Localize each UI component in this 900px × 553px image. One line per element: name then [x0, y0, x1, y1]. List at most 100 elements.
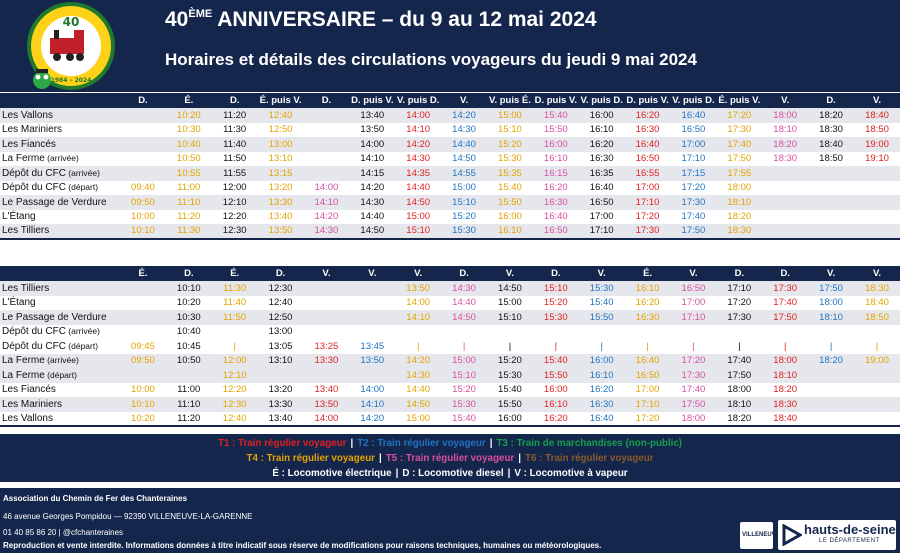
time-cell	[349, 310, 396, 325]
column-header: D.	[165, 266, 212, 281]
time-cell	[303, 310, 350, 325]
time-cell: 17:00	[670, 137, 717, 152]
time-cell	[762, 210, 808, 225]
timetable-row: Le Passage de Verdure 09:50 11:10 12:10 13:3…	[0, 195, 900, 210]
legend-item: T5 : Train régulier voyageur	[385, 453, 515, 464]
time-cell: 14:00	[395, 108, 442, 123]
station-name: La Ferme (arrivée)	[0, 152, 120, 167]
timetable-row: Le Passage de Verdure 10:30 11:50 12:50 14:1…	[0, 310, 900, 325]
time-cell: 16:10	[589, 124, 614, 136]
timetable-row: L'Étang 10:20 11:40 12:40 14:00 14:40 15:00 15:…	[0, 296, 900, 311]
time-cell: |	[738, 340, 741, 352]
time-cell	[762, 325, 808, 340]
legend-item: T3 : Train de marchandises (non-public)	[496, 438, 683, 449]
time-cell: 14:20	[349, 411, 396, 427]
time-cell: 14:50	[349, 224, 396, 240]
time-cell: |	[508, 340, 512, 352]
title-suffix: ÈME	[188, 8, 213, 20]
column-header: V. puis D.	[395, 93, 442, 108]
time-cell: 17:20	[635, 211, 660, 223]
column-header: V. puis D.	[578, 93, 625, 108]
time-cell: 17:50	[670, 397, 717, 412]
column-header: D.	[257, 266, 304, 281]
time-cell: 10:40	[176, 326, 201, 338]
station-column-header	[0, 266, 120, 281]
time-cell: 17:10	[624, 195, 671, 210]
time-cell	[625, 325, 671, 340]
hauts-de-seine-mark-icon	[782, 524, 802, 546]
footer-notice: Reproduction et vente interdite. Informa…	[3, 541, 602, 550]
time-cell: 14:50	[441, 310, 487, 325]
column-header: V.	[303, 266, 350, 281]
time-cell: 16:00	[578, 353, 625, 368]
hauts-de-seine-logo: hauts-de-seine LE DÉPARTEMENT	[778, 520, 896, 550]
time-cell: 16:55	[624, 166, 671, 181]
time-cell: 16:00	[487, 411, 533, 427]
column-header: É.	[624, 266, 671, 281]
time-cell	[854, 368, 900, 383]
station-note: (arrivée)	[44, 153, 79, 164]
time-cell: 13:30	[303, 353, 350, 368]
footer-address: 46 avenue Georges Pompidou — 92390 VILLE…	[3, 512, 253, 521]
time-cell: 14:10	[349, 397, 396, 412]
time-cell	[671, 325, 717, 340]
time-cell: 15:30	[532, 310, 579, 325]
station-column-header	[0, 93, 120, 108]
time-cell	[304, 123, 350, 138]
time-cell	[854, 325, 900, 340]
time-cell: 16:35	[578, 166, 625, 181]
time-cell: 14:10	[395, 310, 442, 325]
time-cell	[716, 325, 762, 340]
legend-item: V : Locomotive à vapeur	[514, 468, 628, 479]
time-cell: 14:00	[349, 137, 396, 152]
time-cell: 10:20	[120, 411, 166, 427]
time-cell	[808, 325, 854, 340]
time-cell	[854, 224, 900, 240]
station-label: Le Passage de Verdure	[2, 311, 107, 323]
time-cell: 16:10	[487, 224, 533, 240]
legend-item: T4 : Train régulier voyageur	[246, 453, 376, 464]
timetable-return: É. D. É. D. V. V. V. D. V. D. V. É. V. D. D. V. V. Les T…	[0, 266, 900, 427]
time-cell: 17:00	[589, 211, 614, 223]
time-cell: 13:50	[360, 124, 385, 136]
time-cell	[395, 325, 441, 340]
time-cell: 18:10	[773, 124, 798, 136]
time-cell: 18:30	[716, 224, 763, 240]
time-cell: 18:50	[854, 310, 900, 325]
time-cell: 12:40	[211, 411, 258, 427]
station-name: L'Étang	[0, 210, 120, 225]
time-cell: 10:55	[165, 166, 212, 181]
time-cell: 11:20	[177, 211, 201, 223]
time-cell: 17:10	[681, 153, 706, 165]
time-cell: 15:30	[498, 153, 522, 165]
legend-line-3: É : Locomotive électrique | D : Locomotive…	[0, 468, 900, 479]
time-cell: |	[416, 340, 420, 352]
time-cell: |	[875, 340, 879, 352]
station-label: La Ferme	[2, 153, 45, 165]
time-cell: 11:40	[223, 297, 247, 309]
time-cell	[304, 325, 350, 340]
timetable-header-row: É. D. É. D. V. V. V. D. V. D. V. É. V. D. D. V. V.	[0, 266, 900, 281]
time-cell: 11:20	[165, 411, 212, 427]
time-cell: |	[462, 340, 466, 352]
time-cell: 18:20	[773, 384, 798, 396]
time-cell: 13:30	[257, 195, 304, 210]
timetable-row: Dépôt du CFC (départ) 09:45 10:45 | 13:05 13:…	[0, 339, 900, 354]
time-cell	[120, 152, 166, 167]
column-header: V.	[854, 266, 900, 281]
time-cell: 12:40	[268, 297, 293, 309]
time-cell: 14:50	[487, 281, 533, 296]
time-cell	[808, 166, 854, 181]
time-cell: 10:30	[165, 310, 212, 325]
time-cell: 17:20	[624, 411, 671, 427]
time-cell: 15:30	[487, 368, 533, 383]
legend-separator: |	[395, 468, 399, 479]
time-cell	[304, 152, 350, 167]
time-cell: 12:00	[222, 182, 247, 194]
station-name: Les Mariniers	[0, 397, 120, 412]
time-cell: 16:50	[681, 124, 706, 136]
station-note: (départ)	[65, 182, 99, 193]
time-cell: 19:10	[865, 153, 889, 165]
time-cell: 18:30	[773, 153, 798, 165]
time-cell: 17:50	[727, 153, 752, 165]
